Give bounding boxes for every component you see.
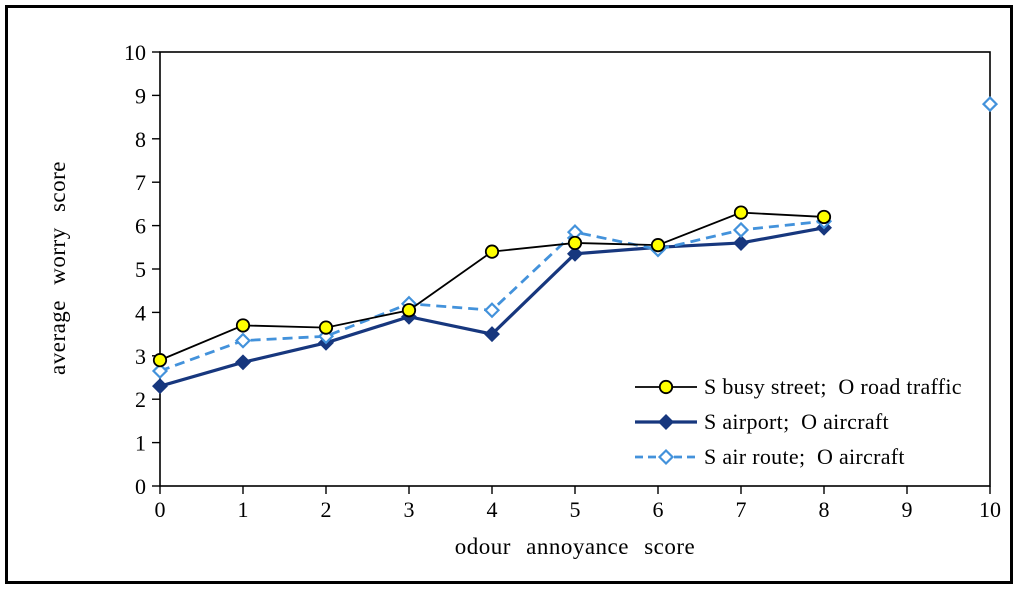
series-s-busy-street-o-road-traffic: [152, 205, 832, 368]
legend-item-airport: S airport; O aircraft: [634, 409, 962, 434]
legend-label-airport: S airport; O aircraft: [704, 408, 889, 434]
x-tick-label: 7: [736, 497, 747, 522]
x-tick-label: 5: [570, 497, 581, 522]
marker-diamond-s-air-route-o-aircraft: [151, 362, 169, 380]
legend-sample-air-route-icon: [635, 448, 697, 465]
marker-circle-s-busy-street-o-road-traffic: [567, 235, 583, 251]
marker-circle-s-busy-street-o-road-traffic: [650, 238, 666, 253]
x-tick-label: 10: [979, 497, 1001, 522]
y-tick-label: 8: [135, 127, 146, 152]
y-tick-label: 0: [135, 474, 146, 499]
x-axis-title: odour annoyance score: [454, 534, 696, 559]
legend-marker-s-air-route-o-aircraft: [657, 448, 675, 465]
x-tick-label: 3: [404, 497, 415, 522]
series-s-airport-o-aircraft: [152, 219, 832, 395]
legend-item-air-route: S air route; O aircraft: [634, 444, 962, 469]
marker-diamond-s-airport-o-aircraft: [235, 354, 251, 371]
x-tick-label: 1: [238, 497, 249, 522]
y-tick-label: 10: [124, 40, 146, 65]
marker-diamond-s-airport-o-aircraft: [733, 234, 749, 251]
legend-marker-s-busy-street-o-road-traffic: [658, 379, 674, 394]
marker-circle-s-busy-street-o-road-traffic: [484, 244, 500, 259]
legend-marker-s-airport-o-aircraft: [658, 413, 674, 430]
marker-diamond-s-airport-o-aircraft: [567, 245, 583, 262]
legend-item-busy-street: S busy street; O road traffic: [634, 374, 962, 399]
x-tick-label: 9: [902, 497, 913, 522]
legend-sample-busy-street-icon: [635, 379, 697, 394]
y-axis-title: average worry score: [45, 161, 70, 375]
marker-circle-s-busy-street-o-road-traffic: [152, 353, 168, 368]
marker-circle-s-busy-street-o-road-traffic: [816, 209, 832, 225]
legend: S busy street; O road traffic S airport;…: [634, 374, 962, 469]
x-tick-label: 0: [155, 497, 166, 522]
marker-diamond-s-air-route-o-aircraft: [483, 302, 501, 319]
marker-circle-s-busy-street-o-road-traffic: [733, 205, 749, 220]
y-tick-label: 9: [135, 83, 146, 108]
marker-diamond-s-air-route-o-aircraft: [732, 221, 750, 238]
marker-diamond-s-air-route-o-aircraft: [981, 96, 999, 113]
x-tick-label: 2: [321, 497, 332, 522]
y-tick-label: 7: [135, 170, 146, 195]
y-tick-label: 4: [135, 300, 146, 325]
x-tick-label: 4: [487, 497, 498, 522]
marker-diamond-s-airport-o-aircraft: [152, 378, 168, 395]
marker-diamond-s-air-route-o-aircraft: [234, 332, 252, 349]
y-tick-label: 1: [135, 431, 146, 456]
y-tick-label: 3: [135, 344, 146, 369]
x-tick-label: 8: [819, 497, 830, 522]
marker-circle-s-busy-street-o-road-traffic: [401, 303, 417, 318]
y-tick-label: 2: [135, 387, 146, 412]
marker-circle-s-busy-street-o-road-traffic: [318, 320, 334, 335]
legend-sample-airport-icon: [635, 413, 697, 430]
marker-diamond-s-airport-o-aircraft: [484, 326, 500, 343]
legend-label-air-route: S air route; O aircraft: [704, 443, 905, 469]
marker-circle-s-busy-street-o-road-traffic: [235, 318, 251, 333]
y-tick-label: 6: [135, 214, 146, 239]
y-tick-label: 5: [135, 257, 146, 282]
x-tick-label: 6: [653, 497, 664, 522]
legend-label-busy-street: S busy street; O road traffic: [704, 373, 962, 399]
